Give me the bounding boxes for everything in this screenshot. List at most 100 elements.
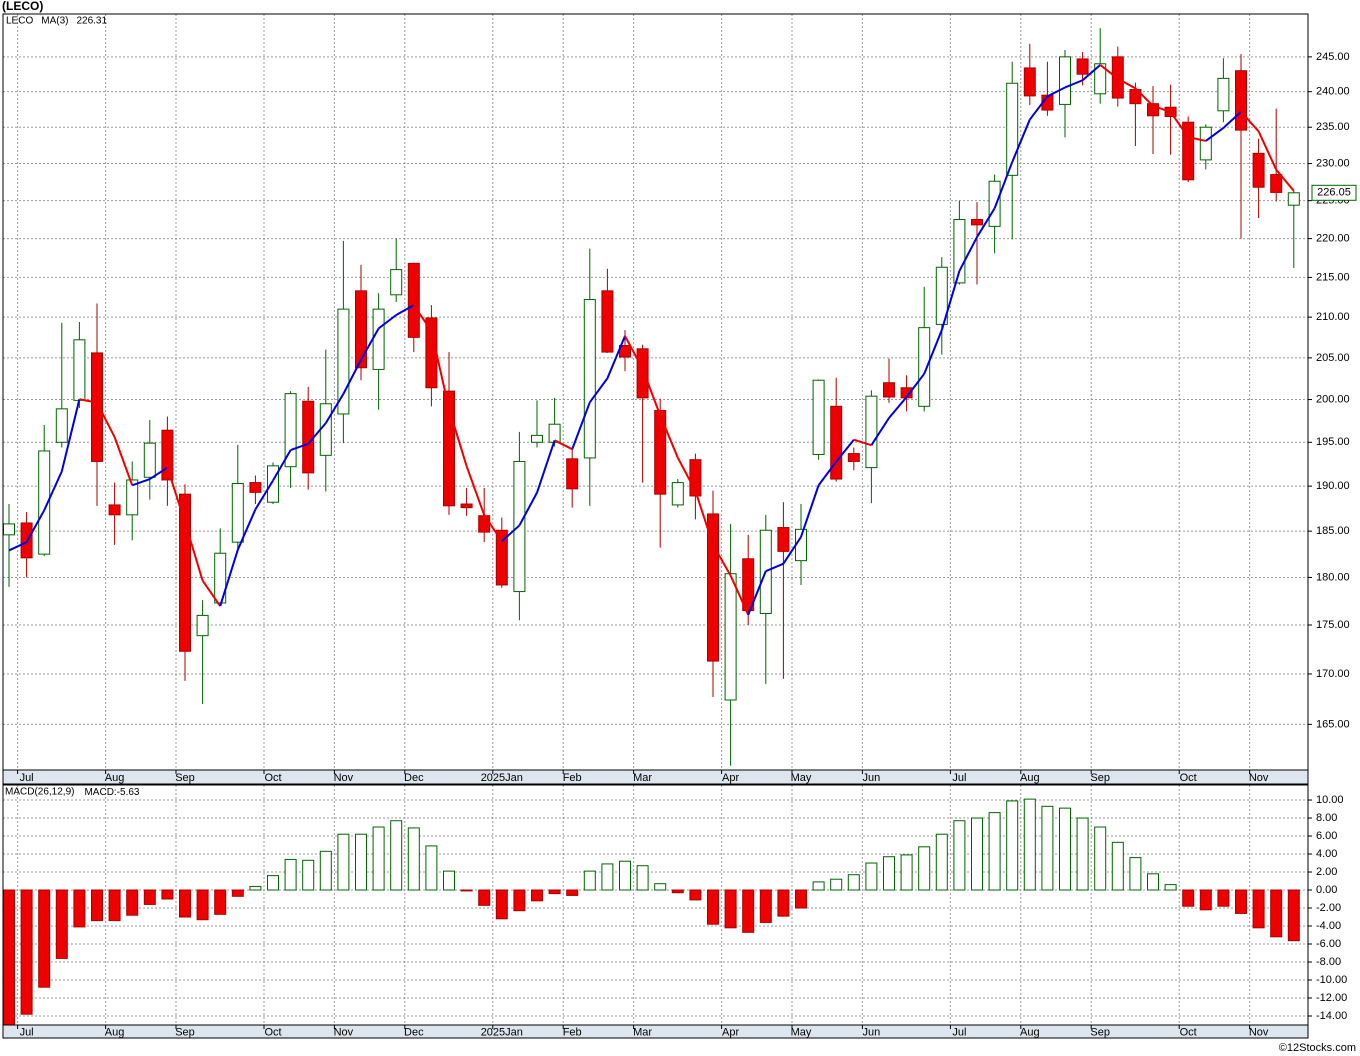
x-axis-strip xyxy=(2,769,1309,785)
ma-line-segment xyxy=(360,327,380,361)
plot-border xyxy=(2,13,1309,771)
ma-line-segment xyxy=(465,465,486,516)
x-tick-label: Jul xyxy=(952,772,966,784)
y-tick-label: 185.00 xyxy=(1316,525,1350,537)
ma-line-segment xyxy=(79,398,98,404)
macd-bar xyxy=(1252,889,1265,929)
y-tick-label: 235.00 xyxy=(1316,121,1350,133)
macd-bar xyxy=(654,883,667,891)
y-tick-label: 175.00 xyxy=(1316,619,1350,631)
y-tick-label: 4.00 xyxy=(1316,848,1337,860)
x-tick-label: Mar xyxy=(633,1026,652,1038)
macd-bar xyxy=(1059,807,1071,891)
candle-body xyxy=(1094,63,1107,95)
candle-body xyxy=(143,442,156,478)
macd-bar xyxy=(407,827,420,891)
ma-line-segment xyxy=(588,377,609,403)
macd-bar xyxy=(636,865,649,891)
x-tick-label: Sep xyxy=(1090,1026,1110,1038)
macd-bar xyxy=(830,878,843,891)
candle-body xyxy=(196,614,209,637)
macd-bar xyxy=(777,889,790,917)
macd-bar xyxy=(108,889,121,922)
legend-entry: LECO xyxy=(6,16,33,27)
x-tick-label: Oct xyxy=(264,1026,281,1038)
macd-bar xyxy=(1199,889,1212,911)
macd-bar xyxy=(1270,889,1283,938)
ma-line-segment xyxy=(782,536,802,565)
candle-body xyxy=(1199,126,1212,161)
ma-line-segment xyxy=(1275,169,1295,192)
last-price-label: 226.05 xyxy=(1317,187,1351,199)
candle-body xyxy=(3,523,15,536)
ma-line-segment xyxy=(853,438,872,447)
macd-bar xyxy=(1235,889,1247,914)
ma-line-segment xyxy=(8,541,28,552)
ma-line-segment xyxy=(1240,111,1260,133)
candle-body xyxy=(971,219,983,226)
candle-body xyxy=(179,493,191,652)
ma-line-segment xyxy=(201,579,222,607)
candle-body xyxy=(1147,103,1159,117)
candle-body xyxy=(988,180,1001,227)
x-tick-label: Dec xyxy=(404,1026,424,1038)
x-tick-label: Sep xyxy=(1090,772,1110,784)
x-tick-label: Jul xyxy=(20,1026,34,1038)
ma-line-segment xyxy=(940,270,961,331)
candle-body xyxy=(302,400,315,474)
macd-bar xyxy=(319,850,332,891)
macd-bar xyxy=(302,859,315,891)
candle-body xyxy=(918,327,931,407)
macd-bar xyxy=(249,885,262,891)
macd-bar xyxy=(971,817,983,891)
candle-body xyxy=(55,408,68,443)
x-tick-label: Nov xyxy=(1249,1026,1269,1038)
candle-body xyxy=(953,219,966,284)
macd-bar xyxy=(900,854,913,891)
macd-bar xyxy=(601,863,614,891)
y-tick-label: -8.00 xyxy=(1316,956,1341,968)
macd-bar xyxy=(583,870,596,891)
macd-bar xyxy=(161,889,174,900)
plot-area xyxy=(3,14,1308,770)
ma-line-segment xyxy=(712,544,732,577)
x-tick-label: Mar xyxy=(633,772,652,784)
macd-bar xyxy=(231,889,244,897)
candle-body xyxy=(284,393,297,468)
ma-line-segment xyxy=(1064,79,1083,89)
x-tick-label: Apr xyxy=(722,1026,739,1038)
x-tick-label: 2025Jan xyxy=(481,1026,523,1038)
x-tick-label: 2025Jan xyxy=(481,772,523,784)
macd-bar xyxy=(20,889,33,1015)
macd-bar xyxy=(1006,800,1019,891)
candle-body xyxy=(1235,70,1247,131)
candle-body xyxy=(935,266,948,325)
y-tick-label: 215.00 xyxy=(1316,271,1350,283)
legend-entry: MACD:-5.63 xyxy=(84,787,139,798)
macd-bar xyxy=(267,875,279,891)
x-tick-label: Aug xyxy=(105,1026,125,1038)
ma-line-segment xyxy=(1081,64,1101,82)
candle-body xyxy=(1076,58,1089,75)
candle-body xyxy=(1059,56,1071,105)
macd-bar xyxy=(707,889,719,925)
candle-body xyxy=(407,262,420,338)
macd-bar xyxy=(883,856,895,891)
ma-line-segment xyxy=(800,484,820,538)
macd-bar xyxy=(55,889,68,959)
ma-line-segment xyxy=(236,509,257,551)
y-tick-label: 6.00 xyxy=(1316,830,1337,842)
macd-bar xyxy=(742,889,755,933)
y-tick-label: -14.00 xyxy=(1316,1010,1347,1022)
x-tick-label: Aug xyxy=(105,772,125,784)
ma-line-segment xyxy=(993,161,1014,209)
x-tick-label: Oct xyxy=(264,772,281,784)
ma-line-segment xyxy=(888,396,908,419)
candle-body xyxy=(566,458,579,490)
macd-bar xyxy=(513,889,526,912)
ma-line-segment xyxy=(377,314,397,330)
ma-line-segment xyxy=(25,509,46,543)
candle-body xyxy=(73,339,86,401)
y-tick-label: 2.00 xyxy=(1316,866,1337,878)
